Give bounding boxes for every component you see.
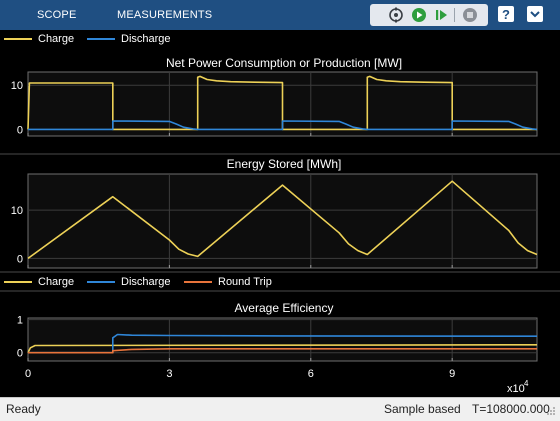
efficiency-xscale-multiplier: x10 xyxy=(507,383,525,395)
legend-bottom: Charge Discharge Round Trip xyxy=(0,273,560,291)
status-sim-time: T=108000.000 xyxy=(472,402,550,416)
legend-item-charge[interactable]: Charge xyxy=(4,30,74,48)
power-ytick-label-0: 0 xyxy=(17,124,23,136)
status-sample-mode: Sample based xyxy=(384,402,461,416)
efficiency-series-round-trip xyxy=(28,347,537,354)
legend-top: Charge Discharge xyxy=(0,30,560,48)
efficiency-xscale-exponent: 4 xyxy=(524,379,529,388)
efficiency-ytick-label-1: 1 xyxy=(17,315,23,327)
legend-item-charge-2[interactable]: Charge xyxy=(4,273,74,291)
scope-toolstrip: SCOPE MEASUREMENTS ? xyxy=(0,0,560,30)
energy-ytick-label-0: 0 xyxy=(17,253,23,265)
simulation-controls xyxy=(370,4,488,26)
stepping-options-icon[interactable] xyxy=(388,7,404,23)
legend-swatch-discharge xyxy=(87,38,115,41)
energy-ytick-label-1: 10 xyxy=(11,205,23,217)
energy-series-energy-stored xyxy=(27,180,538,260)
run-icon[interactable] xyxy=(411,7,427,23)
step-forward-icon[interactable] xyxy=(434,7,450,23)
status-bar: Ready Sample based T=108000.000 xyxy=(0,397,560,421)
efficiency-xtick-label-0: 0 xyxy=(25,368,31,380)
legend-swatch-charge-2 xyxy=(4,281,32,284)
power-ytick-label-1: 10 xyxy=(11,80,23,92)
legend-label-discharge-2: Discharge xyxy=(121,276,171,288)
efficiency-xtick-label-3: 9 xyxy=(449,368,455,380)
status-ready: Ready xyxy=(6,402,41,416)
efficiency-xtick-label-1: 3 xyxy=(166,368,172,380)
legend-item-discharge[interactable]: Discharge xyxy=(87,30,171,48)
legend-swatch-round-trip xyxy=(184,281,212,284)
power-series-charge xyxy=(27,75,537,131)
efficiency-axes xyxy=(27,317,538,362)
help-icon[interactable]: ? xyxy=(497,5,515,23)
efficiency-title: Average Efficiency xyxy=(235,301,334,315)
expand-icon[interactable] xyxy=(526,5,544,23)
legend-swatch-discharge-2 xyxy=(87,281,115,284)
power-title: Net Power Consumption or Production [MW] xyxy=(166,56,402,70)
legend-swatch-charge xyxy=(4,38,32,41)
legend-item-discharge-2[interactable]: Discharge xyxy=(87,273,171,291)
tab-measurements[interactable]: MEASUREMENTS xyxy=(117,9,213,21)
toolbar-separator xyxy=(454,8,455,22)
legend-label-discharge: Discharge xyxy=(121,33,171,45)
legend-label-round-trip: Round Trip xyxy=(218,276,272,288)
svg-text:?: ? xyxy=(502,7,510,22)
resize-grip-icon[interactable] xyxy=(546,406,556,416)
efficiency-xtick-label-2: 6 xyxy=(308,368,314,380)
energy-title: Energy Stored [MWh] xyxy=(227,157,342,171)
legend-label-charge: Charge xyxy=(38,33,75,45)
efficiency-ytick-label-0: 0 xyxy=(17,348,23,360)
scope-display: Charge Discharge Charge Discharge Round … xyxy=(0,30,560,397)
tab-scope[interactable]: SCOPE xyxy=(37,9,77,21)
efficiency-series-charge xyxy=(27,343,538,354)
legend-item-round-trip[interactable]: Round Trip xyxy=(184,273,272,291)
power-series-discharge xyxy=(28,120,538,131)
legend-label-charge-2: Charge xyxy=(38,276,75,288)
stop-icon[interactable] xyxy=(462,7,478,23)
